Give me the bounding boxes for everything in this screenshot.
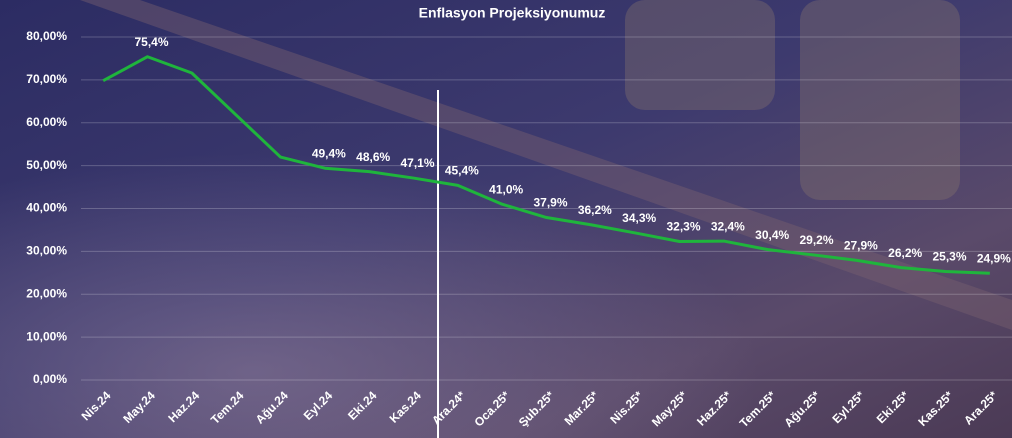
chart-title: Enflasyon Projeksiyonumuz [419,5,606,21]
background-coins [800,0,960,200]
data-label: 45,4% [445,164,479,178]
y-tick-label: 30,00% [26,244,67,258]
chart: Enflasyon Projeksiyonumuz 0,00% 10,00% 20,… [0,0,1012,438]
y-tick-label: 60,00% [26,115,67,129]
data-label: 32,4% [711,219,745,233]
data-label: 41,0% [489,182,523,196]
data-label: 25,3% [932,250,966,264]
data-label: 75,4% [134,35,168,49]
background-coins [625,0,775,110]
y-tick-label: 50,00% [26,158,67,172]
data-label: 36,2% [578,203,612,217]
data-label: 48,6% [356,150,390,164]
data-label: 27,9% [844,239,878,253]
data-label: 24,9% [977,251,1011,265]
data-label: 34,3% [622,211,656,225]
y-tick-label: 80,00% [26,29,67,43]
y-tick-label: 70,00% [26,72,67,86]
page: Enflasyon Projeksiyonumuz 0,00% 10,00% 20,… [0,0,1012,438]
data-label: 26,2% [888,246,922,260]
data-label: 47,1% [400,156,434,170]
data-label: 29,2% [799,233,833,247]
y-tick-label: 10,00% [26,329,67,343]
y-tick-label: 20,00% [26,286,67,300]
y-tick-label: 40,00% [26,201,67,215]
data-label: 49,4% [312,146,346,160]
y-tick-label: 0,00% [33,372,67,386]
data-label: 32,3% [666,220,700,234]
data-label: 30,4% [755,228,789,242]
data-label: 37,9% [533,196,567,210]
